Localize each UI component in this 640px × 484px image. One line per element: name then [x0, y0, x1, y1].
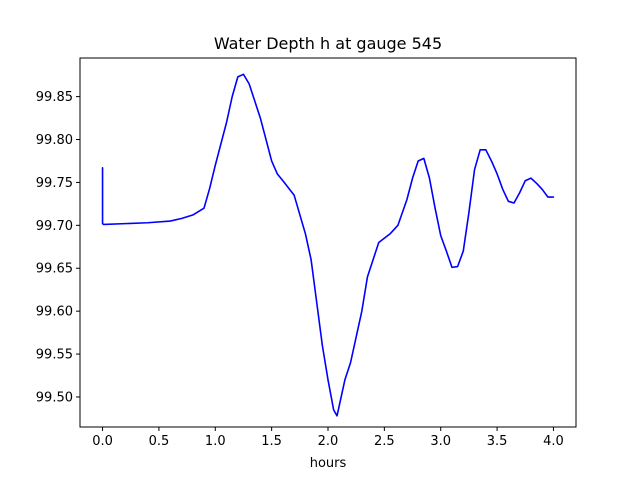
x-axis-ticks: 0.0 0.5 1.0 1.5 2.0 2.5 3.0 3.5 4.0 — [92, 427, 564, 449]
x-tick-label: 3.5 — [487, 434, 508, 449]
x-tick-label: 1.5 — [261, 434, 282, 449]
series-line-0 — [101, 73, 555, 417]
y-tick-label: 99.85 — [36, 90, 73, 105]
x-tick-label: 0.5 — [149, 434, 170, 449]
x-tick-label: 3.0 — [430, 434, 451, 449]
y-tick-label: 99.50 — [36, 390, 73, 405]
y-tick-label: 99.75 — [36, 176, 73, 191]
x-tick-label: 2.0 — [318, 434, 339, 449]
y-tick-label: 99.80 — [36, 133, 73, 148]
y-tick-label: 99.70 — [36, 219, 73, 234]
y-tick-label: 99.55 — [36, 348, 73, 363]
x-tick-label: 0.0 — [92, 434, 113, 449]
x-axis-label: hours — [310, 456, 347, 471]
chart-title: Water Depth h at gauge 545 — [214, 34, 442, 53]
x-tick-label: 2.5 — [374, 434, 395, 449]
y-tick-label: 99.60 — [36, 305, 73, 320]
y-tick-label: 99.65 — [36, 262, 73, 277]
y-axis-ticks: 99.50 99.55 99.60 99.65 99.70 99.75 99.80 99.85 — [36, 90, 80, 405]
x-tick-label: 1.0 — [205, 434, 226, 449]
x-tick-label: 4.0 — [543, 434, 564, 449]
